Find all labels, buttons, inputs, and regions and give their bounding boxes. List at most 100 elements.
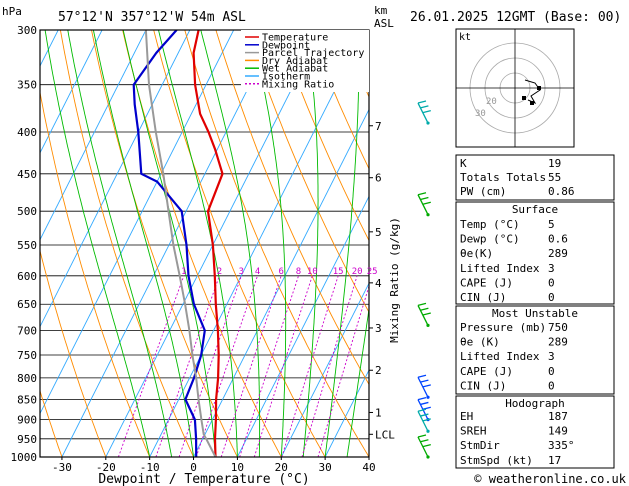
dry-adiabat-70	[277, 30, 369, 242]
mixing-ratio-labels: 1 2 3 4 6 8 10 15 20 25	[181, 267, 377, 277]
wet-adiabat--5	[67, 30, 173, 457]
dry-adiabat--40	[0, 30, 18, 457]
unstable-value-0: 750	[548, 321, 568, 334]
mixing-ratio-lines	[117, 275, 369, 457]
pressure-tick-700: 700	[17, 325, 37, 338]
pressure-tick-500: 500	[17, 205, 37, 218]
wind-barb-flag-900-1	[420, 401, 429, 406]
stats-box-surface	[455, 201, 615, 305]
unstable-label-2: Lifted Index	[460, 350, 540, 363]
dry-adiabat-60	[246, 30, 369, 314]
legend-label-1: Dewpoint	[262, 40, 310, 51]
pressure-tick-900: 900	[17, 414, 37, 427]
x-tick-30: 30	[319, 461, 332, 474]
surface-value-2: 289	[548, 247, 568, 260]
wet-adiabat--10	[44, 30, 151, 457]
surface-label-5: CIN (J)	[460, 291, 506, 304]
x-tick-0: 0	[190, 461, 197, 474]
skewt-plot: 1 2 3 4 6 8 10 15 20 25 3003504004505005506006507…	[0, 24, 431, 486]
mixing-ratio-10	[253, 275, 313, 457]
km-label-2: 2	[375, 364, 382, 377]
hodo-title: Hodograph	[505, 397, 565, 410]
dry-adiabat-30	[153, 30, 326, 457]
wet-adiabat-0	[92, 30, 194, 457]
surface-label-1: Dewp (°C)	[460, 233, 520, 246]
pressure-tick-350: 350	[17, 79, 37, 92]
dry-adiabat-0	[59, 30, 194, 457]
mixing-ratio-6	[220, 275, 282, 457]
pressure-tick-1000: 1000	[11, 451, 38, 464]
mixing-ratio-25	[317, 284, 369, 457]
km-label-7: 7	[375, 120, 382, 133]
pressure-tick-650: 650	[17, 298, 37, 311]
wind-barb-flag-1000-1	[420, 439, 429, 443]
wind-barb-flag-900-2	[422, 406, 431, 410]
wind-barb-flag-930-0	[417, 408, 427, 412]
dry-adiabat--20	[40, 249, 107, 457]
mixing-ratio-20	[301, 275, 358, 457]
mixing-ratio-2	[155, 275, 220, 457]
wind-barbs	[417, 100, 431, 459]
hodograph-rows: EH 187 SREH 149 StmDir 335° StmSpd (kt) 17	[460, 410, 575, 467]
wind-barb-flag-845-2	[422, 384, 431, 388]
pressure-tick-550: 550	[17, 239, 37, 252]
km-label-6: 6	[375, 172, 382, 185]
surface-title: Surface	[512, 203, 558, 216]
legend-label-4: Wet Adiabat	[262, 64, 328, 75]
hodo-label-2: StmDir	[460, 439, 500, 452]
pressure-tick-750: 750	[17, 349, 37, 362]
x-tick--10: -10	[140, 461, 160, 474]
wind-barb-flag-900-0	[417, 397, 427, 401]
surface-value-5: 0	[548, 291, 555, 304]
mixing-ratio-15	[281, 275, 339, 457]
plot-frame-bg	[40, 30, 369, 457]
surface-rows: Temp (°C) 5 Dewp (°C) 0.6 θe(K) 289 Lifted Ind…	[460, 218, 568, 304]
legend-label-6: Mixing Ratio	[262, 79, 334, 90]
unstable-label-3: CAPE (J)	[460, 365, 513, 378]
hodograph-ring-label-20: 20	[486, 97, 497, 107]
stats-box-unstable	[455, 305, 615, 395]
hodo-value-0: 187	[548, 410, 568, 423]
km-label: km	[374, 4, 388, 17]
unstable-value-1: 289	[548, 336, 568, 349]
hodo-value-3: 17	[548, 454, 561, 467]
isotherm--60	[40, 30, 147, 241]
pressure-tick-850: 850	[17, 393, 37, 406]
hodograph-marker-1	[522, 96, 526, 100]
mixing-ratio-label-6: 6	[278, 267, 283, 277]
hodo-value-1: 149	[548, 425, 568, 438]
legend-label-3: Dry Adiabat	[262, 56, 328, 67]
mixing-ratio-label-20: 20	[352, 267, 363, 277]
stats-table: K 19 Totals Totals 55 PW (cm) 0.86 Surfa…	[455, 154, 615, 469]
dry-adiabat-80	[308, 30, 369, 170]
stats-box-hodograph	[455, 395, 615, 469]
series-parcel-trajectory	[144, 30, 217, 457]
legend-label-5: Isotherm	[262, 72, 310, 83]
isotherm--10	[149, 30, 366, 457]
unstable-value-4: 0	[548, 379, 555, 392]
mixing-ratio-axis-title: Mixing Ratio (g/kg)	[388, 217, 401, 343]
wind-barb-flag-390-0	[417, 100, 427, 104]
mixing-ratio-label-8: 8	[296, 267, 301, 277]
isotherm-10	[236, 195, 369, 457]
wind-barb-690	[417, 302, 431, 327]
unstable-label-4: CIN (J)	[460, 379, 506, 392]
isotherm--70	[40, 30, 103, 154]
wind-barb-flag-930-2	[422, 418, 431, 422]
pressure-tick-labels: 300 350 400 450 500 550 600 650 700 750 800 850 900 9…	[11, 24, 38, 464]
isotherm-20	[280, 282, 369, 457]
dry-adiabat-40	[184, 30, 369, 457]
unstable-value-2: 3	[548, 350, 555, 363]
surface-value-4: 0	[548, 276, 555, 289]
plot-frame	[39, 29, 370, 458]
hpa-label: hPa	[2, 5, 22, 18]
wind-barb-flag-690-1	[420, 307, 429, 311]
k-label: K	[460, 157, 467, 170]
wind-barb-flag-690-2	[422, 312, 431, 316]
isotherm-30	[324, 369, 369, 457]
mixing-ratio-label-3: 3	[239, 267, 244, 277]
datetime-title: 26.01.2025 12GMT (Base: 00)	[410, 10, 621, 25]
pressure-tick-450: 450	[17, 168, 37, 181]
wind-barb-flag-845-0	[417, 374, 427, 378]
